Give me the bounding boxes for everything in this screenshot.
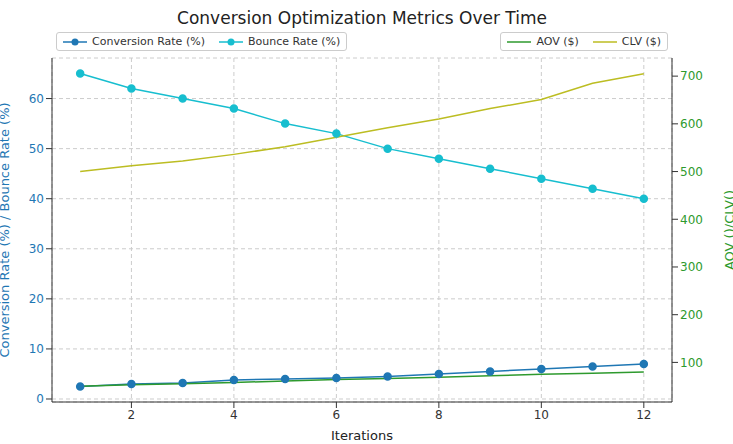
svg-text:10: 10 xyxy=(534,408,549,422)
svg-text:0: 0 xyxy=(36,392,44,406)
html-text:Bounce Rate (%): Bounce Rate (%) xyxy=(247,35,341,48)
html-text:Conversion Rate (%): Conversion Rate (%) xyxy=(92,35,205,48)
svg-text:700: 700 xyxy=(680,69,703,83)
svg-text:AOV ()/CLV(): AOV ()/CLV() xyxy=(722,190,725,270)
svg-text:Conversion Rate (%) / Bounce R: Conversion Rate (%) / Bounce Rate (%) xyxy=(8,102,12,357)
svg-text:6: 6 xyxy=(333,408,341,422)
html-text:Conversion Optimization Metric: Conversion Optimization Metrics Over Tim… xyxy=(177,8,547,28)
svg-text:600: 600 xyxy=(680,117,703,131)
svg-text:2: 2 xyxy=(128,408,136,422)
svg-text:10: 10 xyxy=(29,342,44,356)
svg-text:4: 4 xyxy=(230,408,238,422)
svg-text:60: 60 xyxy=(29,92,44,106)
svg-text:500: 500 xyxy=(680,165,703,179)
svg-text:200: 200 xyxy=(680,308,703,322)
html-text:CLV ($): CLV ($) xyxy=(621,35,661,48)
svg-text:30: 30 xyxy=(29,242,44,256)
svg-text:100: 100 xyxy=(680,356,703,370)
svg-text:50: 50 xyxy=(29,142,44,156)
svg-text:300: 300 xyxy=(680,260,703,274)
svg-text:12: 12 xyxy=(636,408,651,422)
svg-text:400: 400 xyxy=(680,213,703,227)
svg-text:8: 8 xyxy=(435,408,443,422)
svg-text:40: 40 xyxy=(29,192,44,206)
html-text:AOV ($): AOV ($) xyxy=(536,35,579,48)
svg-text:20: 20 xyxy=(29,292,44,306)
svg-text:Iterations: Iterations xyxy=(331,428,393,443)
